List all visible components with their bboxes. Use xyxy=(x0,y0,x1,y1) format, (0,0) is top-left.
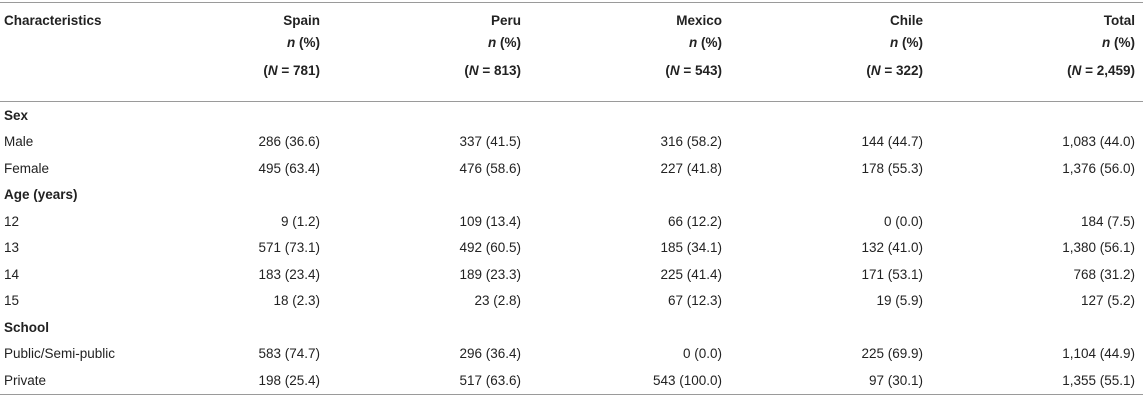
cell-total: 1,355 (55.1) xyxy=(931,367,1143,395)
table-row: Private 198 (25.4) 517 (63.6) 543 (100.0) 97… xyxy=(0,367,1143,395)
header-row-N: (N = 781) (N = 813) (N = 543) (N = 322) … xyxy=(0,57,1143,102)
cell-mexico: 316 (58.2) xyxy=(660,134,722,150)
cell-spain: 286 (36.6) xyxy=(258,134,320,150)
cell-chile: 171 (53.1) xyxy=(861,266,923,282)
cell-total: 1,376 (56.0) xyxy=(1062,160,1135,176)
header-chile: Chile xyxy=(730,2,931,31)
header-sub-total: n (%) xyxy=(1102,35,1135,50)
row-label: 14 xyxy=(4,266,20,282)
cell-chile: 19 (5.9) xyxy=(876,293,923,309)
cell-mexico: 543 (100.0) xyxy=(529,367,730,395)
header-row-country: Characteristics Spain Peru Mexico Chile … xyxy=(0,2,1143,31)
table-row: 12 9 (1.2) 109 (13.4) 66 (12.2) 0 (0.0) 184 (… xyxy=(0,208,1143,235)
cell-chile: 0 (0.0) xyxy=(883,213,923,229)
row-label: Male xyxy=(4,134,34,150)
table-header: Characteristics Spain Peru Mexico Chile … xyxy=(0,2,1143,102)
cell-mexico: 66 (12.2) xyxy=(667,213,722,229)
header-total: Total xyxy=(931,2,1143,31)
cell-mexico: 67 (12.3) xyxy=(667,293,722,309)
header-peru: Peru xyxy=(328,2,529,31)
table-row: Male 286 (36.6) 337 (41.5) 316 (58.2) 144 (4… xyxy=(0,129,1143,156)
cell-spain: 183 (23.4) xyxy=(258,266,320,282)
table-row: 14 183 (23.4) 189 (23.3) 225 (41.4) 171 (53.… xyxy=(0,261,1143,288)
cell-peru: 492 (60.5) xyxy=(459,240,521,256)
header-sub-peru: n (%) xyxy=(488,35,521,50)
cell-total: 1,083 (44.0) xyxy=(1062,134,1135,150)
header-N-chile: (N = 322) xyxy=(730,57,931,102)
section-title: Sex xyxy=(4,107,29,123)
row-label: Private xyxy=(0,367,168,395)
row-label: 15 xyxy=(4,293,20,309)
cell-peru: 337 (41.5) xyxy=(459,134,521,150)
section-row: Age (years) xyxy=(0,182,1143,209)
section-title: School xyxy=(4,319,50,335)
cell-peru: 23 (2.8) xyxy=(474,293,521,309)
cell-mexico: 227 (41.8) xyxy=(660,160,722,176)
row-label: Public/Semi-public xyxy=(4,346,116,362)
cell-peru: 476 (58.6) xyxy=(459,160,521,176)
cell-mexico: 225 (41.4) xyxy=(660,266,722,282)
cell-total: 1,104 (44.9) xyxy=(1062,346,1135,362)
cell-spain: 571 (73.1) xyxy=(258,240,320,256)
cell-chile: 97 (30.1) xyxy=(730,367,931,395)
header-N-mexico: (N = 543) xyxy=(529,57,730,102)
cell-total: 1,380 (56.1) xyxy=(1062,240,1135,256)
cell-peru: 517 (63.6) xyxy=(328,367,529,395)
cell-total: 127 (5.2) xyxy=(1080,293,1135,309)
cell-spain: 198 (25.4) xyxy=(168,367,328,395)
table-row: 13 571 (73.1) 492 (60.5) 185 (34.1) 132 (41.… xyxy=(0,235,1143,262)
cell-total: 184 (7.5) xyxy=(1080,213,1135,229)
row-label: 13 xyxy=(4,240,20,256)
table-body: Sex Male 286 (36.6) 337 (41.5) 316 (58.2) 144… xyxy=(0,102,1143,395)
cell-mexico: 185 (34.1) xyxy=(660,240,722,256)
cell-mexico: 0 (0.0) xyxy=(682,346,722,362)
header-N-peru: (N = 813) xyxy=(328,57,529,102)
header-sub-mexico: n (%) xyxy=(689,35,722,50)
cell-total: 768 (31.2) xyxy=(1073,266,1135,282)
cell-chile: 132 (41.0) xyxy=(861,240,923,256)
table-row: Female 495 (63.4) 476 (58.6) 227 (41.8) 178 … xyxy=(0,155,1143,182)
table-row: 15 18 (2.3) 23 (2.8) 67 (12.3) 19 (5.9) 127 (… xyxy=(0,288,1143,315)
section-row: School xyxy=(0,314,1143,341)
cell-chile: 144 (44.7) xyxy=(861,134,923,150)
table-row: Public/Semi-public 583 (74.7) 296 (36.4) 0 … xyxy=(0,341,1143,368)
row-label: 12 xyxy=(4,213,20,229)
cell-peru: 189 (23.3) xyxy=(459,266,521,282)
section-row: Sex xyxy=(0,102,1143,129)
cell-chile: 178 (55.3) xyxy=(861,160,923,176)
cell-peru: 296 (36.4) xyxy=(459,346,521,362)
header-characteristics: Characteristics xyxy=(0,2,168,31)
header-spain: Spain xyxy=(168,2,328,31)
section-title: Age (years) xyxy=(4,187,78,203)
cell-peru: 109 (13.4) xyxy=(459,213,521,229)
header-N-total: (N = 2,459) xyxy=(931,57,1143,102)
header-sub-chile: n (%) xyxy=(890,35,923,50)
header-mexico: Mexico xyxy=(529,2,730,31)
characteristics-table: Characteristics Spain Peru Mexico Chile … xyxy=(0,2,1143,395)
cell-spain: 18 (2.3) xyxy=(273,293,320,309)
header-sub-spain: n (%) xyxy=(287,35,320,50)
cell-chile: 225 (69.9) xyxy=(861,346,923,362)
header-N-spain: (N = 781) xyxy=(168,57,328,102)
cell-spain: 9 (1.2) xyxy=(280,213,320,229)
cell-spain: 583 (74.7) xyxy=(258,346,320,362)
header-row-sub: n (%) n (%) n (%) n (%) n (%) xyxy=(0,31,1143,57)
row-label: Female xyxy=(4,160,50,176)
cell-spain: 495 (63.4) xyxy=(258,160,320,176)
